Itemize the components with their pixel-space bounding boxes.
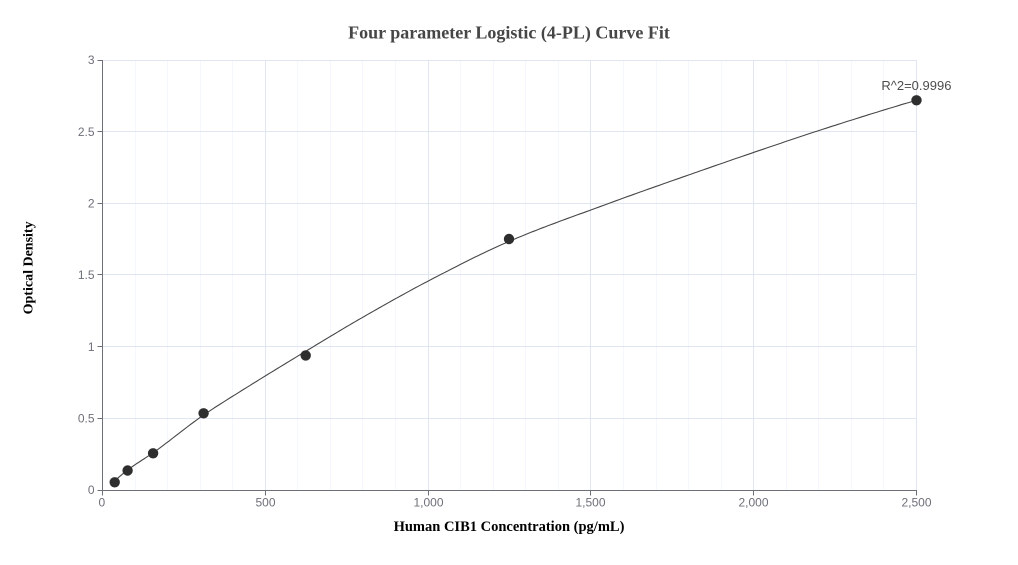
svg-text:1.5: 1.5 [78,268,95,282]
svg-text:R^2=0.9996: R^2=0.9996 [881,78,951,93]
svg-text:3: 3 [88,53,95,67]
svg-text:Four parameter Logistic (4-PL): Four parameter Logistic (4-PL) Curve Fit [348,23,670,44]
svg-text:1,000: 1,000 [413,496,443,510]
svg-text:0.5: 0.5 [78,412,95,426]
svg-text:Optical Density: Optical Density [22,221,37,314]
svg-text:2.5: 2.5 [78,125,95,139]
svg-text:0: 0 [88,483,95,497]
svg-text:500: 500 [255,496,275,510]
svg-text:1,500: 1,500 [575,496,605,510]
svg-text:2,500: 2,500 [901,496,931,510]
svg-text:Human CIB1 Concentration (pg/m: Human CIB1 Concentration (pg/mL) [394,519,625,535]
svg-text:0: 0 [98,496,105,510]
svg-text:2: 2 [88,197,95,211]
svg-text:2,000: 2,000 [738,496,768,510]
svg-text:1: 1 [88,340,95,354]
